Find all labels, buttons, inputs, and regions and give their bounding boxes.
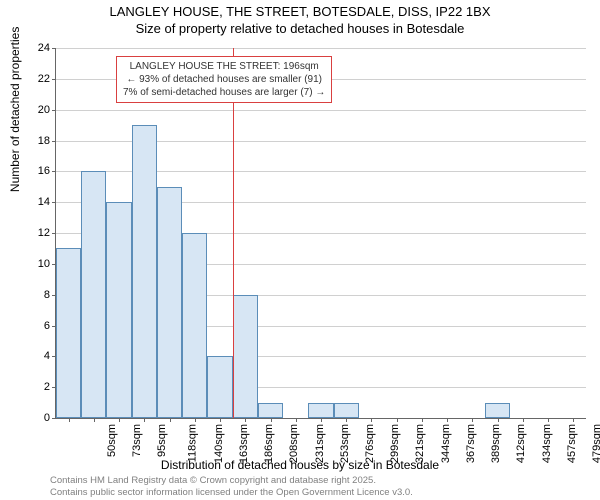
xtick-mark xyxy=(498,418,499,422)
ytick-label: 6 xyxy=(44,320,50,332)
bar xyxy=(81,171,106,418)
ytick-label: 16 xyxy=(38,165,50,177)
annotation-line2: ← 93% of detached houses are smaller (91… xyxy=(123,73,325,86)
ytick-label: 4 xyxy=(44,350,50,362)
xtick-mark xyxy=(573,418,574,422)
xtick-mark xyxy=(144,418,145,422)
xtick-mark xyxy=(346,418,347,422)
xtick-mark xyxy=(371,418,372,422)
footer-line2: Contains public sector information licen… xyxy=(50,487,413,498)
ytick-label: 22 xyxy=(38,73,50,85)
xtick-mark xyxy=(119,418,120,422)
reference-line xyxy=(233,48,234,418)
xtick-mark xyxy=(397,418,398,422)
ytick-mark xyxy=(52,233,56,234)
ytick-label: 14 xyxy=(38,196,50,208)
ytick-label: 20 xyxy=(38,104,50,116)
annotation-line3: 7% of semi-detached houses are larger (7… xyxy=(123,86,325,99)
ytick-mark xyxy=(52,110,56,111)
bar xyxy=(258,403,283,418)
bar xyxy=(182,233,207,418)
bar xyxy=(308,403,333,418)
xtick-mark xyxy=(296,418,297,422)
footer-attribution: Contains HM Land Registry data © Crown c… xyxy=(50,475,413,498)
xtick-mark xyxy=(523,418,524,422)
ytick-label: 18 xyxy=(38,135,50,147)
gridline xyxy=(56,48,586,49)
xtick-mark xyxy=(447,418,448,422)
plot-area: 02468101214161820222450sqm73sqm95sqm118s… xyxy=(55,48,586,419)
xtick-mark xyxy=(271,418,272,422)
title-line1: LANGLEY HOUSE, THE STREET, BOTESDALE, DI… xyxy=(0,4,600,21)
bar xyxy=(485,403,510,418)
title-line2: Size of property relative to detached ho… xyxy=(0,21,600,38)
xtick-mark xyxy=(548,418,549,422)
bar xyxy=(207,356,232,418)
xtick-mark xyxy=(321,418,322,422)
bar xyxy=(233,295,258,418)
ytick-mark xyxy=(52,171,56,172)
ytick-mark xyxy=(52,202,56,203)
ytick-label: 12 xyxy=(38,227,50,239)
xtick-label: 50sqm xyxy=(106,424,118,457)
footer-line1: Contains HM Land Registry data © Crown c… xyxy=(50,475,413,486)
xtick-label: 73sqm xyxy=(131,424,143,457)
xtick-mark xyxy=(472,418,473,422)
annotation-line1: LANGLEY HOUSE THE STREET: 196sqm xyxy=(123,60,325,73)
bar xyxy=(132,125,157,418)
xtick-mark xyxy=(94,418,95,422)
bar xyxy=(56,248,81,418)
bar xyxy=(334,403,359,418)
ytick-label: 10 xyxy=(38,258,50,270)
ytick-mark xyxy=(52,141,56,142)
ytick-mark xyxy=(52,418,56,419)
ytick-mark xyxy=(52,48,56,49)
x-axis-label: Distribution of detached houses by size … xyxy=(0,458,600,472)
xtick-mark xyxy=(245,418,246,422)
gridline xyxy=(56,110,586,111)
bar xyxy=(106,202,131,418)
xtick-mark xyxy=(170,418,171,422)
ytick-label: 0 xyxy=(44,412,50,424)
ytick-label: 2 xyxy=(44,381,50,393)
chart-container: LANGLEY HOUSE, THE STREET, BOTESDALE, DI… xyxy=(0,0,600,500)
chart-title: LANGLEY HOUSE, THE STREET, BOTESDALE, DI… xyxy=(0,4,600,38)
xtick-mark xyxy=(69,418,70,422)
xtick-mark xyxy=(220,418,221,422)
ytick-label: 8 xyxy=(44,289,50,301)
xtick-label: 118sqm xyxy=(187,424,199,462)
xtick-label: 95sqm xyxy=(156,424,168,457)
xtick-mark xyxy=(195,418,196,422)
ytick-label: 24 xyxy=(38,42,50,54)
y-axis-label: Number of detached properties xyxy=(8,27,22,192)
ytick-mark xyxy=(52,79,56,80)
annotation-box: LANGLEY HOUSE THE STREET: 196sqm← 93% of… xyxy=(116,56,332,103)
bar xyxy=(157,187,182,418)
xtick-mark xyxy=(422,418,423,422)
